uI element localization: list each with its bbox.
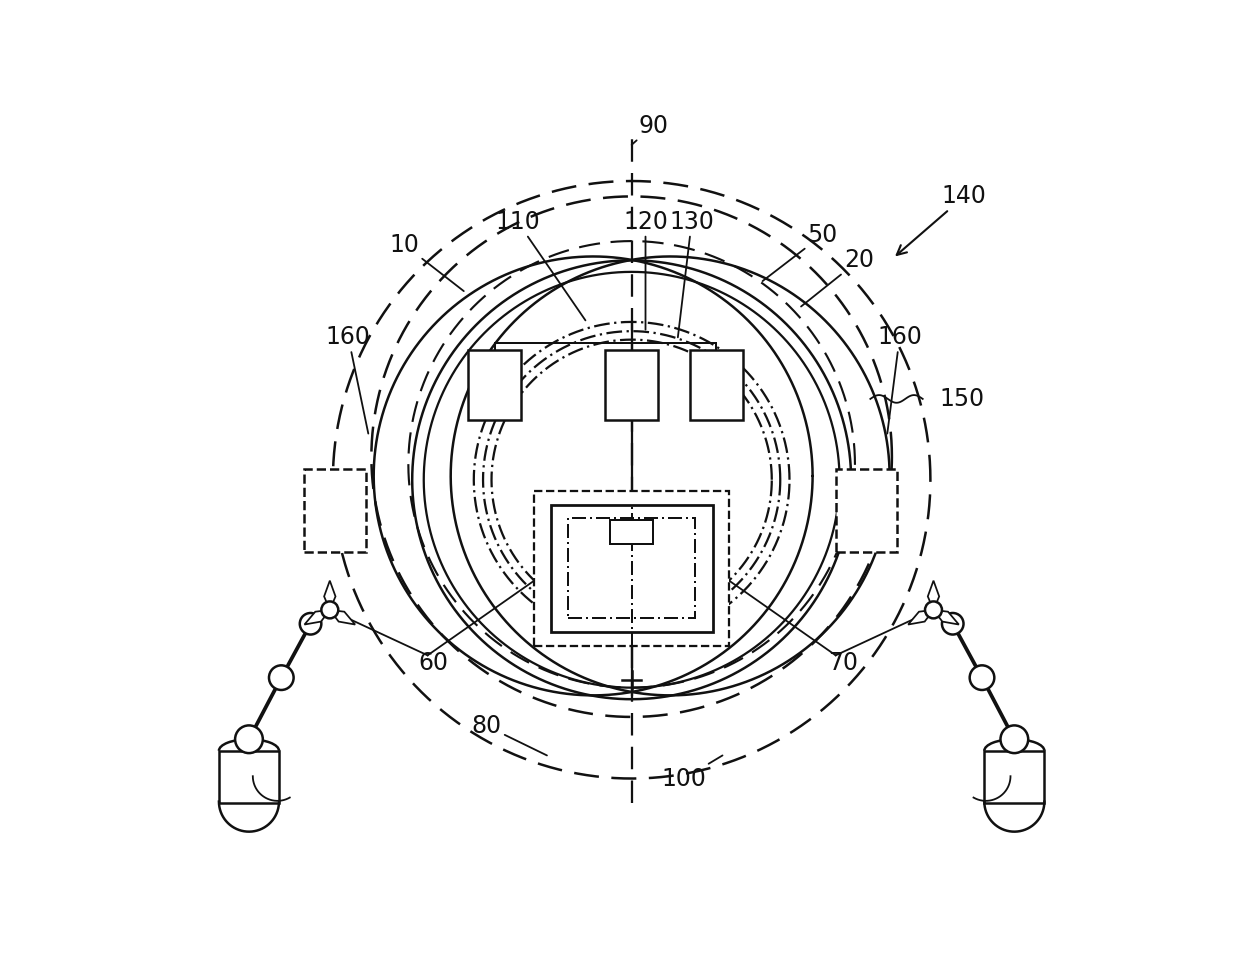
Polygon shape [934, 610, 959, 625]
Bar [605, 351, 658, 420]
Text: 160: 160 [326, 325, 371, 433]
Polygon shape [324, 581, 336, 610]
Text: 140: 140 [897, 184, 987, 255]
Text: 60: 60 [418, 651, 448, 675]
Bar [985, 751, 1044, 803]
Text: 120: 120 [622, 210, 668, 329]
Bar [568, 518, 696, 618]
Text: 10: 10 [389, 233, 464, 291]
Text: 110: 110 [495, 210, 585, 321]
Bar [304, 469, 366, 552]
Polygon shape [305, 610, 330, 625]
Bar [610, 520, 652, 544]
Text: 160: 160 [877, 325, 923, 433]
Text: 20: 20 [801, 248, 874, 306]
Bar [469, 351, 521, 420]
Circle shape [1001, 725, 1028, 753]
Bar [534, 491, 729, 646]
Circle shape [321, 602, 339, 618]
Text: 50: 50 [763, 222, 838, 281]
Text: 40: 40 [994, 761, 1024, 785]
Text: 30: 30 [239, 761, 269, 785]
Circle shape [970, 665, 994, 690]
Polygon shape [908, 610, 934, 625]
Circle shape [269, 665, 294, 690]
Text: 100: 100 [662, 755, 723, 791]
Text: 130: 130 [670, 210, 714, 337]
Text: 70: 70 [828, 651, 858, 675]
Bar [551, 505, 713, 632]
Text: 80: 80 [472, 715, 547, 755]
Bar [219, 751, 279, 803]
Circle shape [925, 602, 942, 618]
Text: 150: 150 [940, 387, 985, 411]
Circle shape [236, 725, 263, 753]
Text: 90: 90 [631, 114, 668, 144]
Bar [691, 351, 743, 420]
Circle shape [300, 613, 321, 635]
Polygon shape [928, 581, 939, 610]
Bar [836, 469, 898, 552]
Polygon shape [330, 610, 355, 625]
Circle shape [942, 613, 963, 635]
